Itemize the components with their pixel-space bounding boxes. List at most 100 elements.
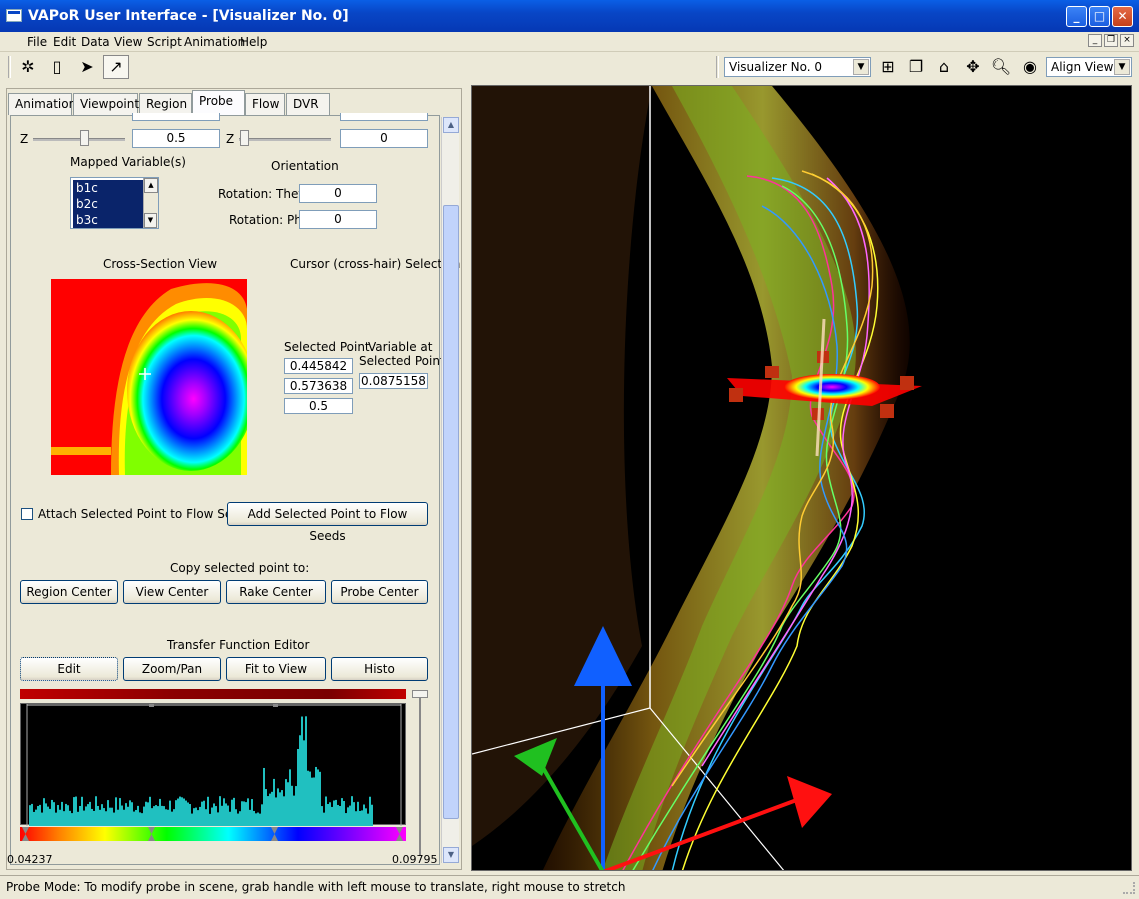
- attach-flow-seed-checkbox[interactable]: [21, 508, 33, 520]
- menu-help[interactable]: Help: [240, 35, 268, 49]
- z-slider-track-right[interactable]: [239, 138, 331, 141]
- histogram-bar: [41, 812, 43, 826]
- tab-region[interactable]: Region: [139, 93, 192, 115]
- selected-y-field[interactable]: 0.573638: [284, 378, 353, 394]
- z-size-field[interactable]: 0: [340, 129, 428, 148]
- list-item[interactable]: b1c: [73, 180, 143, 196]
- rake-mode-icon[interactable]: ➤: [80, 57, 94, 76]
- cursor-selection-label: Cursor (cross-hair) Selection: [290, 257, 461, 271]
- region-mode-icon[interactable]: ▯: [52, 57, 62, 76]
- histogram-bar: [273, 778, 275, 826]
- rotation-phi-field[interactable]: 0: [299, 210, 377, 229]
- maximize-icon[interactable]: □: [1089, 6, 1110, 27]
- zoom-icon[interactable]: 🔍︎: [990, 57, 1012, 76]
- rake-center-button[interactable]: Rake Center: [226, 580, 326, 604]
- align-view-select[interactable]: Align View ▼: [1046, 57, 1132, 77]
- histogram-bar: [265, 789, 267, 826]
- left-panel-scrollbar[interactable]: ▲ ▼: [441, 117, 459, 863]
- title-bar[interactable]: VAPoR User Interface - [Visualizer No. 0…: [0, 0, 1139, 32]
- tab-viewpoint[interactable]: Viewpoint: [73, 93, 139, 115]
- histogram-bar: [203, 800, 205, 826]
- probe-mode-icon[interactable]: ↗: [103, 55, 129, 79]
- home-viewpoint-icon[interactable]: ⌂: [938, 57, 950, 76]
- tab-flow[interactable]: Flow: [245, 93, 285, 115]
- menu-view[interactable]: View: [114, 35, 143, 49]
- cascade-windows-icon[interactable]: ❐: [908, 57, 924, 76]
- toolbar: [0, 52, 1139, 82]
- selected-z-field[interactable]: 0.5: [284, 398, 353, 414]
- menu-edit[interactable]: Edit: [53, 35, 77, 49]
- region-center-button[interactable]: Region Center: [20, 580, 118, 604]
- menu-file[interactable]: File: [27, 35, 48, 49]
- z-slider-thumb-left[interactable]: [80, 130, 89, 146]
- mdi-restore-icon[interactable]: ❐: [1104, 34, 1118, 47]
- toolbar-grip[interactable]: [8, 56, 11, 78]
- tf-opacity-bar[interactable]: [20, 689, 406, 699]
- histogram-bar: [179, 796, 181, 826]
- partial-field-left: [132, 113, 220, 121]
- tf-zoom-pan-button[interactable]: Zoom/Pan: [123, 657, 221, 681]
- histogram-bar: [329, 802, 331, 826]
- window-title: VAPoR User Interface - [Visualizer No. 0…: [28, 8, 349, 24]
- mdi-close-icon[interactable]: ×: [1120, 34, 1134, 47]
- z-center-field[interactable]: 0.5: [132, 129, 220, 148]
- list-item[interactable]: b2c: [73, 196, 143, 212]
- visualizer-select[interactable]: Visualizer No. 0 ▼: [724, 57, 871, 77]
- scroll-down-icon[interactable]: ▼: [144, 213, 157, 228]
- toolbar-grip-right[interactable]: [716, 56, 719, 78]
- menu-animation[interactable]: Animation: [184, 35, 246, 49]
- histogram-bar: [323, 812, 325, 826]
- cross-section-view[interactable]: [51, 279, 247, 475]
- visualizer-viewport[interactable]: [471, 85, 1132, 871]
- tf-fit-view-button[interactable]: Fit to View: [226, 657, 326, 681]
- navigation-mode-icon[interactable]: ✲: [21, 57, 35, 76]
- histogram-bar: [313, 777, 315, 826]
- tab-dvr[interactable]: DVR: [286, 93, 330, 115]
- scroll-thumb[interactable]: [443, 205, 459, 819]
- histogram-bar: [251, 799, 253, 826]
- mapped-variables-list[interactable]: b1c b2c b3c ▲ ▼: [70, 177, 159, 229]
- tf-vertical-slider[interactable]: [412, 690, 428, 856]
- histogram-bar: [161, 805, 163, 826]
- histogram-bar: [165, 809, 167, 826]
- resize-grip-icon[interactable]: [1123, 882, 1135, 894]
- histogram-bar: [271, 791, 273, 826]
- eye-icon[interactable]: ◉: [1023, 57, 1037, 76]
- tab-animation[interactable]: Animation: [8, 93, 76, 115]
- tab-probe[interactable]: Probe: [192, 90, 245, 116]
- scroll-up-icon[interactable]: ▲: [144, 178, 158, 193]
- tile-windows-icon[interactable]: ⊞: [881, 57, 895, 76]
- histogram-bar: [319, 771, 321, 826]
- list-item[interactable]: b3c: [73, 212, 143, 228]
- scene-render: [472, 86, 1131, 870]
- tf-histogram-canvas[interactable]: [20, 702, 406, 826]
- tf-editor-label: Transfer Function Editor: [167, 638, 310, 652]
- probe-center-button[interactable]: Probe Center: [331, 580, 428, 604]
- scroll-down-icon[interactable]: ▼: [443, 847, 459, 863]
- add-flow-seed-button[interactable]: Add Selected Point to Flow Seeds: [227, 502, 428, 543]
- view-center-button[interactable]: View Center: [123, 580, 221, 604]
- rotation-theta-field[interactable]: 0: [299, 184, 377, 203]
- minimize-icon[interactable]: _: [1066, 6, 1087, 27]
- selected-x-field[interactable]: 0.445842: [284, 358, 353, 374]
- list-scrollbar[interactable]: ▲ ▼: [143, 178, 158, 228]
- tf-edit-button[interactable]: Edit: [20, 657, 118, 681]
- mdi-minimize-icon[interactable]: _: [1088, 34, 1102, 47]
- histogram-bar: [343, 801, 345, 826]
- scroll-up-icon[interactable]: ▲: [443, 117, 459, 133]
- z-slider-thumb-right[interactable]: [240, 130, 249, 146]
- z-slider-track-left[interactable]: [33, 138, 125, 141]
- mapped-variables-label: Mapped Variable(s): [70, 155, 186, 169]
- histogram-bar: [325, 796, 327, 826]
- histogram-bar: [121, 805, 123, 826]
- histogram-bar: [235, 809, 237, 826]
- center-view-icon[interactable]: ✥: [966, 57, 980, 76]
- menu-data[interactable]: Data: [81, 35, 110, 49]
- tf-colorbar[interactable]: [20, 827, 406, 841]
- tf-histo-button[interactable]: Histo: [331, 657, 428, 681]
- status-text: Probe Mode: To modify probe in scene, gr…: [6, 880, 626, 894]
- close-icon[interactable]: ✕: [1112, 6, 1133, 27]
- histogram-bar: [69, 810, 71, 826]
- histogram-bar: [141, 813, 143, 826]
- menu-script[interactable]: Script: [147, 35, 182, 49]
